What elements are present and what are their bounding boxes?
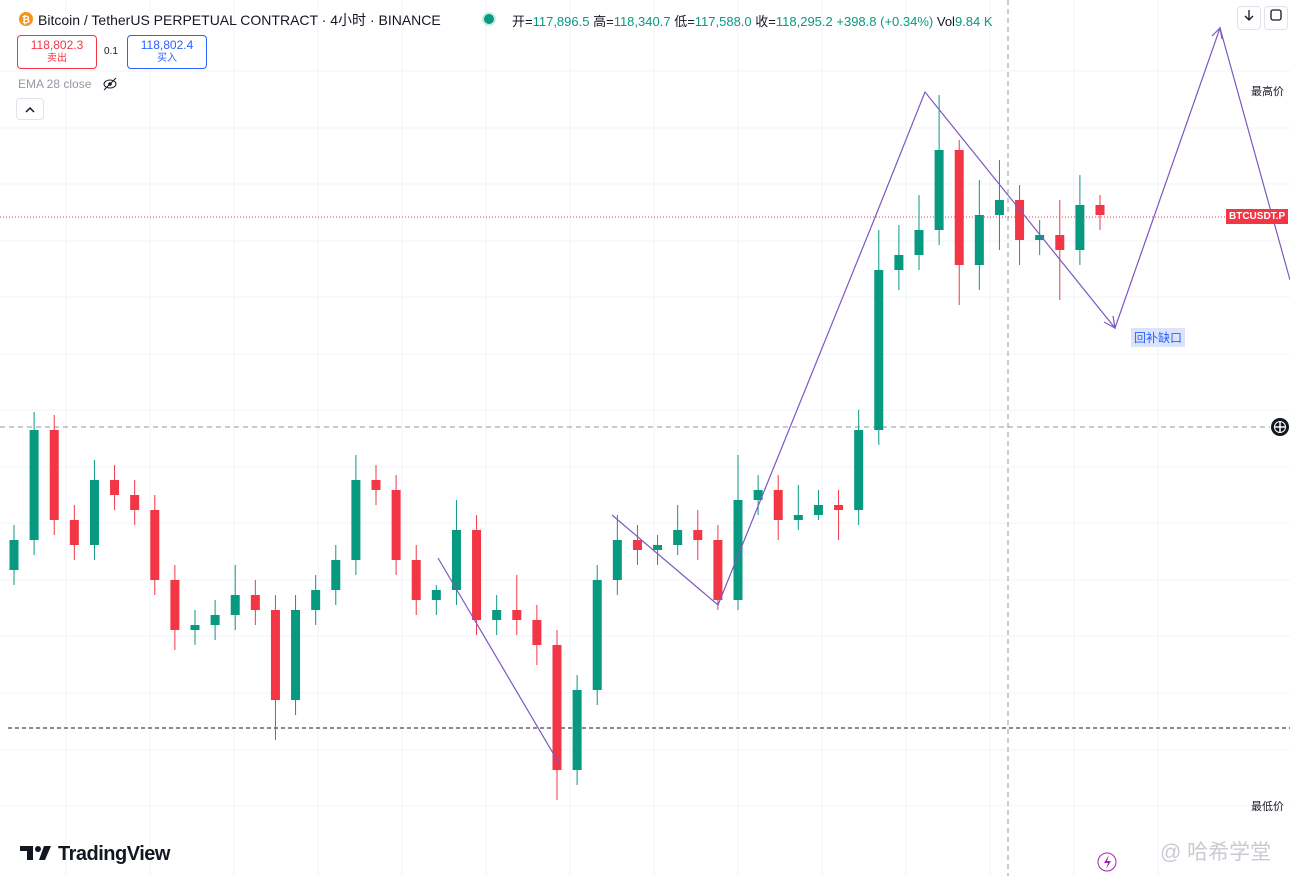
eye-icon[interactable] xyxy=(102,77,118,91)
candle-body xyxy=(451,530,461,590)
candle-body xyxy=(632,540,642,550)
candle-body xyxy=(612,540,622,580)
ticker-label: BTCUSDT.P xyxy=(1226,209,1289,224)
sell-button[interactable]: 118,802.3 卖出 xyxy=(17,35,97,69)
candle-body xyxy=(733,500,743,600)
high-value: 118,340.7 xyxy=(613,14,671,29)
candle-body xyxy=(1055,235,1065,250)
candle-body xyxy=(693,530,703,540)
candle-body xyxy=(170,580,180,630)
candle-body xyxy=(311,590,321,610)
symbol-title: Bitcoin / TetherUS PERPETUAL CONTRACT · … xyxy=(38,12,441,28)
buy-button[interactable]: 118,802.4 买入 xyxy=(127,35,207,69)
candle-body xyxy=(592,580,602,690)
candle-body xyxy=(1015,200,1025,240)
candle-body xyxy=(713,540,723,600)
lowest-label: 最低价 xyxy=(1248,797,1287,815)
candle-body xyxy=(813,505,823,515)
ohlc: 开=117,896.5 高=118,340.7 低=117,588.0 收=11… xyxy=(512,11,993,30)
candle-body xyxy=(1035,235,1045,240)
candle-body xyxy=(874,270,884,430)
close-label: 收= xyxy=(755,14,776,29)
collapse-button[interactable] xyxy=(16,98,44,120)
svg-text:₿: ₿ xyxy=(22,14,30,26)
candle-body xyxy=(190,625,200,630)
low-label: 低= xyxy=(674,14,695,29)
candle-body xyxy=(954,150,964,265)
candle-body xyxy=(49,430,59,520)
candle-body xyxy=(291,610,301,700)
low-value: 117,588.0 xyxy=(694,14,752,29)
btc-icon: ₿ xyxy=(19,12,33,26)
candle-body xyxy=(552,645,562,770)
candle-body xyxy=(270,610,280,700)
tradingview-logo xyxy=(20,846,51,860)
close-value: 118,295.2 xyxy=(775,14,833,29)
candle-body xyxy=(1095,205,1105,215)
candle-body xyxy=(753,490,763,500)
candle-body xyxy=(854,430,864,510)
candle-body xyxy=(230,595,240,615)
candle-body xyxy=(351,480,361,560)
candle-body xyxy=(894,255,904,270)
candle-body xyxy=(653,545,663,550)
candle-body xyxy=(793,515,803,520)
highest-label: 最高价 xyxy=(1248,82,1287,100)
brand: TradingView xyxy=(58,843,170,865)
candle-body xyxy=(492,610,502,620)
candle-body xyxy=(110,480,120,495)
candle-body xyxy=(1075,205,1085,250)
candle-body xyxy=(431,590,441,600)
scroll-down-button[interactable] xyxy=(1237,6,1261,30)
candle-body xyxy=(391,490,401,560)
candle-body xyxy=(331,560,341,590)
candle-body xyxy=(934,150,944,230)
annotation: 回补缺口 xyxy=(1131,328,1186,347)
open-value: 117,896.5 xyxy=(532,14,590,29)
open-label: 开= xyxy=(512,14,533,29)
fullscreen-button[interactable] xyxy=(1264,6,1288,30)
candle-body xyxy=(371,480,381,490)
candle-body xyxy=(29,430,39,540)
candle-body xyxy=(150,510,160,580)
change: +398.8 (+0.34%) xyxy=(836,14,934,29)
buy-price: 118,802.4 xyxy=(140,38,194,52)
candle-body xyxy=(89,480,99,545)
high-label: 高= xyxy=(593,14,614,29)
candle-body xyxy=(572,690,582,770)
candle-body xyxy=(512,610,522,620)
candle-body xyxy=(69,520,79,545)
candle-body xyxy=(411,560,421,600)
candle-body xyxy=(9,540,19,570)
candle-body xyxy=(994,200,1004,215)
candle-body xyxy=(130,495,140,510)
spread: 0.1 xyxy=(104,46,118,57)
drawings xyxy=(437,25,1290,766)
candle-body xyxy=(773,490,783,520)
candle-body xyxy=(250,595,260,610)
candle-body xyxy=(210,615,220,625)
indicator-legend[interactable]: EMA 28 close xyxy=(18,77,92,91)
candle-body xyxy=(472,530,482,620)
vol-value: 9.84 K xyxy=(954,14,993,29)
vol-label: Vol xyxy=(936,14,955,29)
candles xyxy=(9,95,1105,800)
status-dot xyxy=(482,12,496,26)
buy-label: 买入 xyxy=(157,53,177,64)
candle-body xyxy=(974,215,984,265)
candle-body xyxy=(914,230,924,255)
candle-body xyxy=(532,620,542,645)
sell-price: 118,802.3 xyxy=(30,38,84,52)
candle-body xyxy=(673,530,683,545)
candle-body xyxy=(834,505,844,510)
watermark: @ 哈希学堂 xyxy=(1160,841,1272,864)
sell-label: 卖出 xyxy=(47,53,67,64)
